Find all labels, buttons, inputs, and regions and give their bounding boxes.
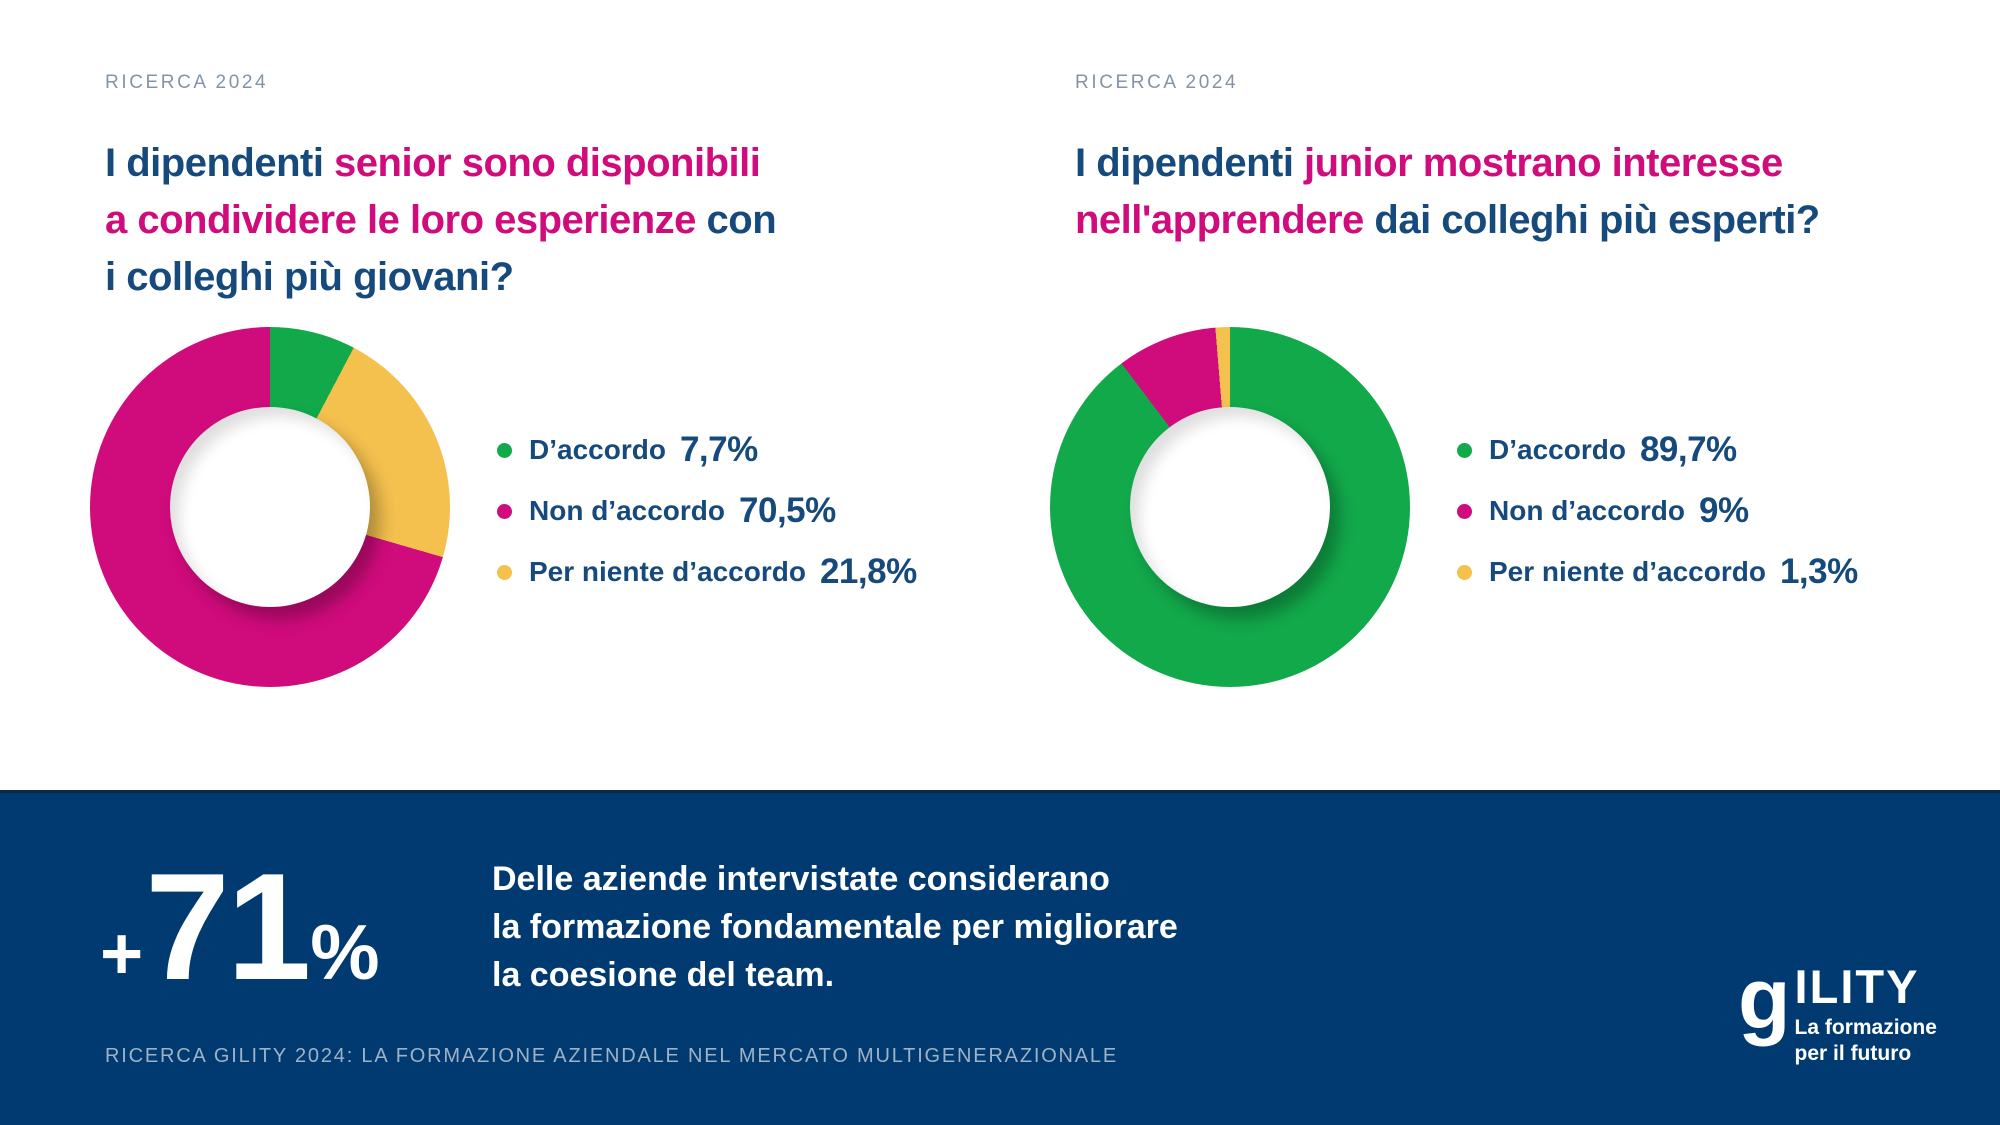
legend-dot-magenta — [497, 503, 512, 519]
title-segment: i colleghi più giovani? — [105, 254, 514, 299]
legend-junior: D’accordo 89,7% Non d’accordo 9% Per nie… — [1457, 430, 1858, 592]
stat-percent-sign: % — [310, 908, 380, 996]
title-segment: senior sono disponibili — [334, 140, 761, 185]
title-segment: I dipendenti — [1075, 140, 1305, 185]
legend-dot-yellow — [497, 564, 512, 580]
gility-tagline-line: La formazione — [1794, 1016, 1937, 1040]
legend-row-disagree: Non d’accordo 9% — [1457, 491, 1858, 531]
stat-number: 71 — [145, 842, 311, 1012]
donut-chart-junior — [1050, 327, 1410, 687]
title-segment: junior mostrano interesse — [1304, 140, 1783, 185]
legend-row-strongly-disagree: Per niente d’accordo 1,3% — [1457, 552, 1858, 592]
gility-logo: g ILITY La formazione per il futuro — [1738, 951, 1937, 1068]
gility-wordmark: ILITY — [1794, 960, 1920, 1013]
gility-tagline-line: per il futuro — [1794, 1042, 1912, 1066]
title-segment: I dipendenti — [105, 140, 335, 185]
title-segment: nell'apprendere — [1075, 197, 1375, 242]
legend-value: 70,5% — [739, 491, 836, 530]
title-line: a condividere le loro esperienze con — [105, 192, 1005, 249]
donut-hole — [1130, 407, 1330, 607]
legend-row-disagree: Non d’accordo 70,5% — [497, 491, 917, 531]
legend-label: Per niente d’accordo — [1489, 556, 1766, 587]
title-segment: con — [706, 197, 777, 242]
stat-description-line: la formazione fondamentale per migliorar… — [492, 908, 1178, 946]
donut-chart-senior — [90, 327, 450, 687]
gility-logo-g-glyph: g — [1738, 951, 1791, 1047]
legend-value: 9% — [1699, 491, 1749, 530]
stat-description-line: la coesione del team. — [492, 956, 835, 994]
title-segment: dai colleghi più esperti? — [1374, 197, 1820, 242]
legend-dot-magenta — [1457, 503, 1472, 519]
stat-description: Delle aziende intervistate considerano l… — [492, 855, 1178, 999]
title-line: I dipendenti senior sono disponibili — [105, 135, 1005, 192]
panel-title: I dipendenti junior mostrano interesse ne… — [1075, 135, 1975, 249]
legend-senior: D’accordo 7,7% Non d’accordo 70,5% Per n… — [497, 430, 917, 592]
legend-value: 1,3% — [1779, 552, 1858, 591]
panel-title: I dipendenti senior sono disponibili a co… — [105, 135, 1005, 306]
eyebrow-label: RICERCA 2024 — [1075, 72, 1239, 93]
source-footnote: RICERCA GILITY 2024: LA FORMAZIONE AZIEN… — [105, 1045, 1118, 1067]
stat-description-line: Delle aziende intervistate considerano — [492, 860, 1110, 898]
stat-plus-sign: + — [100, 912, 144, 995]
legend-row-agree: D’accordo 7,7% — [497, 430, 917, 470]
gility-logo-right: ILITY La formazione per il futuro — [1794, 960, 1937, 1068]
donut-hole — [170, 407, 370, 607]
legend-label: D’accordo — [529, 434, 666, 465]
stat-headline: + 71 % — [100, 851, 380, 1003]
title-line: nell'apprendere dai colleghi più esperti… — [1075, 192, 1975, 249]
legend-value: 89,7% — [1639, 430, 1737, 469]
title-line: I dipendenti junior mostrano interesse — [1075, 135, 1975, 192]
legend-value: 7,7% — [679, 430, 758, 469]
stat-banner: + 71 % Delle aziende intervistate consid… — [0, 790, 2000, 1125]
legend-dot-yellow — [1457, 564, 1472, 580]
legend-label: Non d’accordo — [529, 495, 726, 526]
legend-label: Non d’accordo — [1489, 495, 1686, 526]
legend-label: Per niente d’accordo — [529, 556, 806, 587]
legend-label: D’accordo — [1489, 434, 1626, 465]
gility-tagline: La formazione per il futuro — [1795, 1015, 1937, 1068]
legend-row-strongly-disagree: Per niente d’accordo 21,8% — [497, 552, 917, 592]
title-line: i colleghi più giovani? — [105, 249, 1005, 306]
eyebrow-label: RICERCA 2024 — [105, 72, 269, 93]
legend-dot-green — [497, 442, 512, 458]
legend-dot-green — [1457, 442, 1472, 458]
legend-value: 21,8% — [819, 552, 917, 591]
title-segment: a condividere le loro esperienze — [105, 197, 707, 242]
legend-row-agree: D’accordo 89,7% — [1457, 430, 1858, 470]
